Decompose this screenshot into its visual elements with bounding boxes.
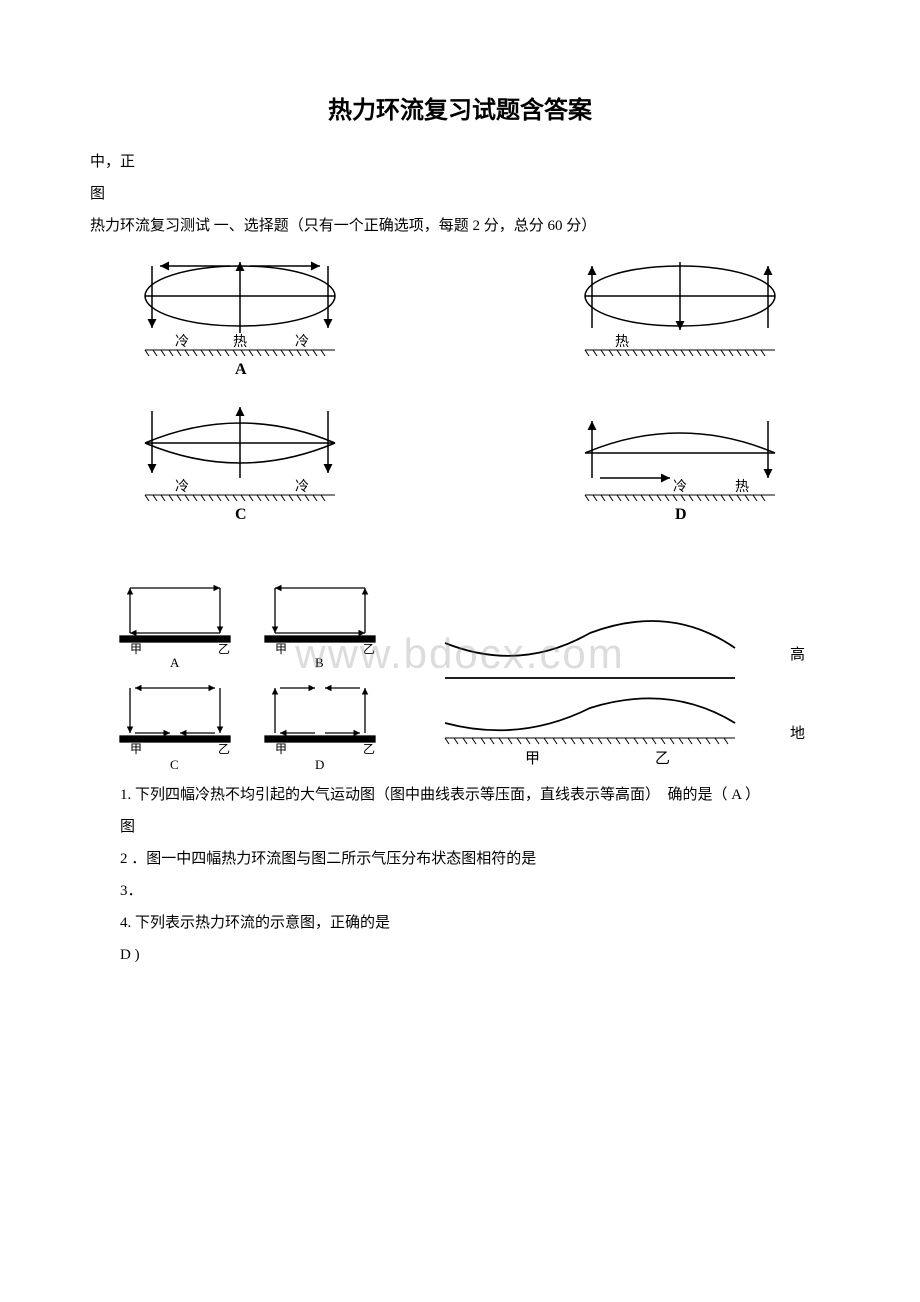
question-1: 1. 下列四幅冷热不均引起的大气运动图（图中曲线表示等压面，直线表示等高面） 确… (90, 783, 830, 807)
intro-line: 热力环流复习测试 一、选择题（只有一个正确选项，每题 2 分，总分 60 分） (90, 214, 830, 238)
diagram-d: 冷 热 D (570, 393, 790, 523)
svg-text:乙: 乙 (363, 642, 375, 656)
diagram-c: 冷 冷 C (130, 393, 350, 523)
svg-text:冷: 冷 (673, 479, 687, 495)
svg-text:乙: 乙 (218, 642, 230, 656)
svg-text:甲: 甲 (130, 742, 142, 756)
figure-row-abcd: 冷 热 冷 A 冷 冷 (130, 248, 790, 523)
svg-text:A: A (235, 361, 247, 378)
svg-text:甲: 甲 (525, 751, 540, 767)
svg-text:甲: 甲 (275, 742, 287, 756)
question-2: 2 ．图一中四幅热力环流图与图二所示气压分布状态图相符的是 (90, 847, 830, 871)
svg-text:冷: 冷 (175, 334, 189, 350)
svg-text:乙: 乙 (218, 742, 230, 756)
svg-text:甲: 甲 (275, 642, 287, 656)
right-pair: 热 冷 热 D (570, 248, 790, 523)
pressure-surface: 甲 乙 (430, 603, 750, 773)
svg-text:热: 热 (233, 334, 247, 350)
page-title: 热力环流复习试题含答案 (90, 90, 830, 125)
question-tu: 图 (90, 815, 830, 839)
side-labels: 高 地 (790, 633, 805, 773)
svg-text:冷: 冷 (175, 479, 189, 495)
fragment-2: 图 (90, 182, 830, 206)
svg-text:D: D (315, 757, 324, 772)
figure-row-bottom: 甲 乙 A 甲 乙 B 甲 乙 C (110, 573, 810, 773)
svg-text:乙: 乙 (363, 742, 375, 756)
svg-text:冷: 冷 (295, 334, 309, 350)
svg-text:A: A (170, 655, 180, 670)
svg-text:C: C (235, 506, 247, 523)
svg-text:热: 热 (735, 479, 749, 495)
left-pair: 冷 热 冷 A 冷 冷 (130, 248, 350, 523)
diagram-a: 冷 热 冷 A (130, 248, 350, 378)
fragment-1: 中，正 (90, 150, 830, 174)
svg-text:B: B (315, 655, 324, 670)
question-3: 3． (90, 879, 830, 903)
label-ground: 地 (790, 722, 805, 743)
question-5: D ) (90, 943, 830, 967)
small-circulations: 甲 乙 A 甲 乙 B 甲 乙 C (110, 573, 390, 773)
svg-text:甲: 甲 (130, 642, 142, 656)
svg-text:D: D (675, 506, 687, 523)
question-4: 4. 下列表示热力环流的示意图，正确的是 (90, 911, 830, 935)
svg-text:乙: 乙 (655, 751, 670, 767)
svg-text:C: C (170, 757, 179, 772)
diagram-b: 热 (570, 248, 790, 378)
label-high: 高 (790, 643, 805, 664)
svg-text:冷: 冷 (295, 479, 309, 495)
svg-text:热: 热 (615, 334, 629, 350)
